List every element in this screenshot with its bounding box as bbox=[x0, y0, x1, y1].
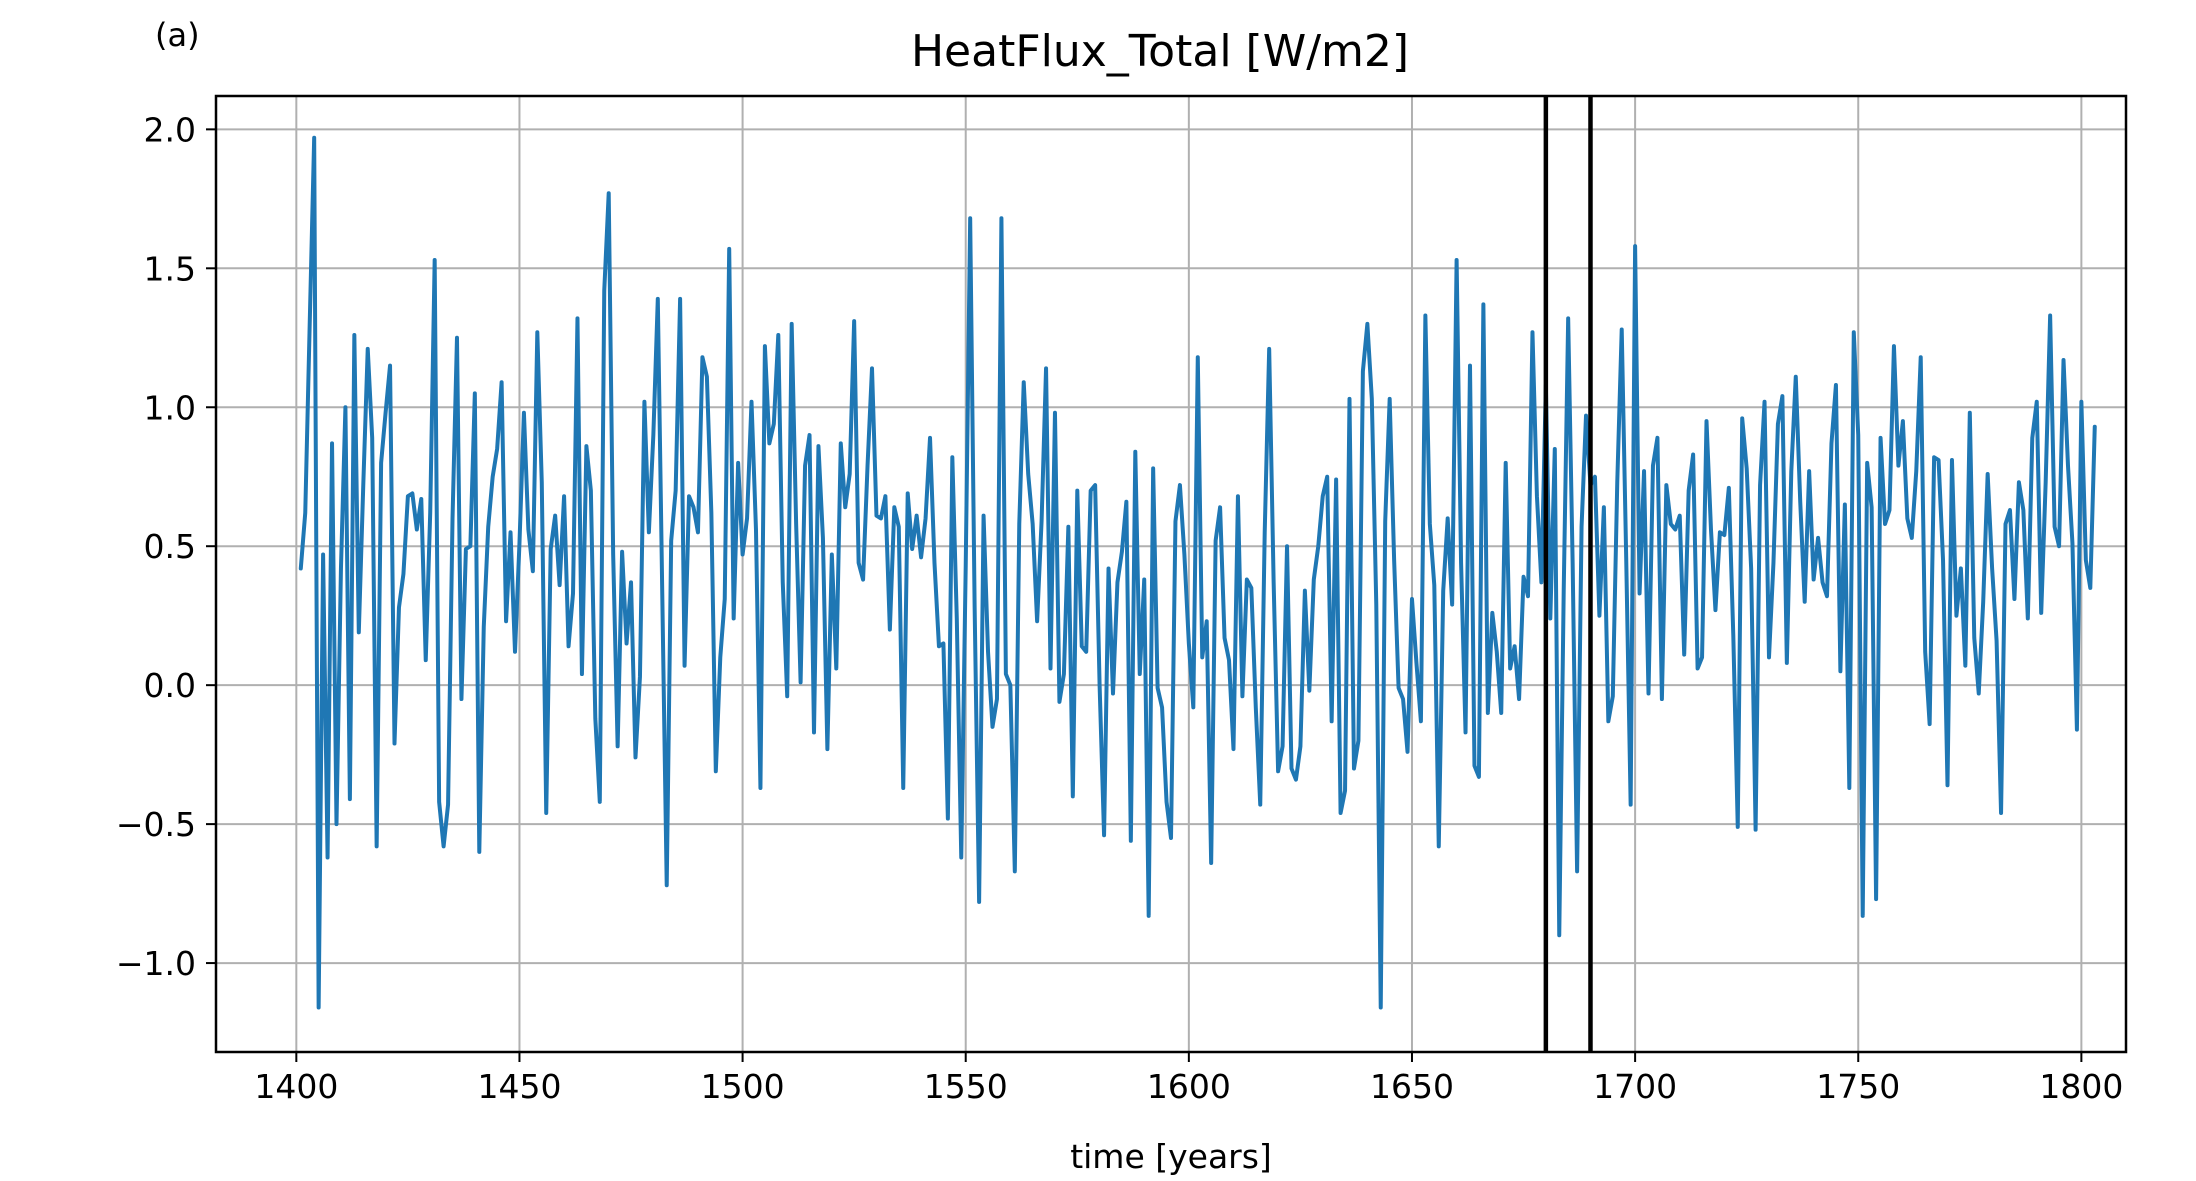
y-tick-label: 2.0 bbox=[144, 110, 196, 149]
vertical-markers bbox=[1543, 96, 1593, 1052]
y-axis-ticks: −1.0 −0.5 0.0 0.5 1.0 1.5 2.0 bbox=[116, 110, 216, 983]
x-tick-label: 1800 bbox=[2039, 1067, 2123, 1106]
plot-frame bbox=[214, 94, 2128, 1054]
x-tick-label: 1400 bbox=[254, 1067, 338, 1106]
x-axis-ticks: 1400 1450 1500 1550 1600 1650 1700 1750 1800 bbox=[254, 1052, 2123, 1106]
x-tick-label: 1450 bbox=[477, 1067, 561, 1106]
y-tick-label: 0.0 bbox=[144, 666, 196, 705]
x-tick-label: 1750 bbox=[1816, 1067, 1900, 1106]
series-layer bbox=[298, 135, 2097, 1010]
x-tick-label: 1700 bbox=[1593, 1067, 1677, 1106]
y-tick-label: 1.5 bbox=[144, 249, 196, 288]
y-tick-label: −1.0 bbox=[116, 944, 196, 983]
panel-label: (a) bbox=[155, 16, 200, 54]
x-axis-label: time [years] bbox=[1070, 1137, 1272, 1176]
x-tick-label: 1600 bbox=[1147, 1067, 1231, 1106]
chart-title: HeatFlux_Total [W/m2] bbox=[911, 26, 1409, 77]
y-tick-label: −0.5 bbox=[116, 805, 196, 844]
x-tick-label: 1550 bbox=[924, 1067, 1008, 1106]
x-tick-label: 1650 bbox=[1370, 1067, 1454, 1106]
y-tick-label: 0.5 bbox=[144, 527, 196, 566]
series-line bbox=[298, 135, 2097, 1010]
y-tick-label: 1.0 bbox=[144, 388, 196, 427]
x-tick-label: 1500 bbox=[701, 1067, 785, 1106]
